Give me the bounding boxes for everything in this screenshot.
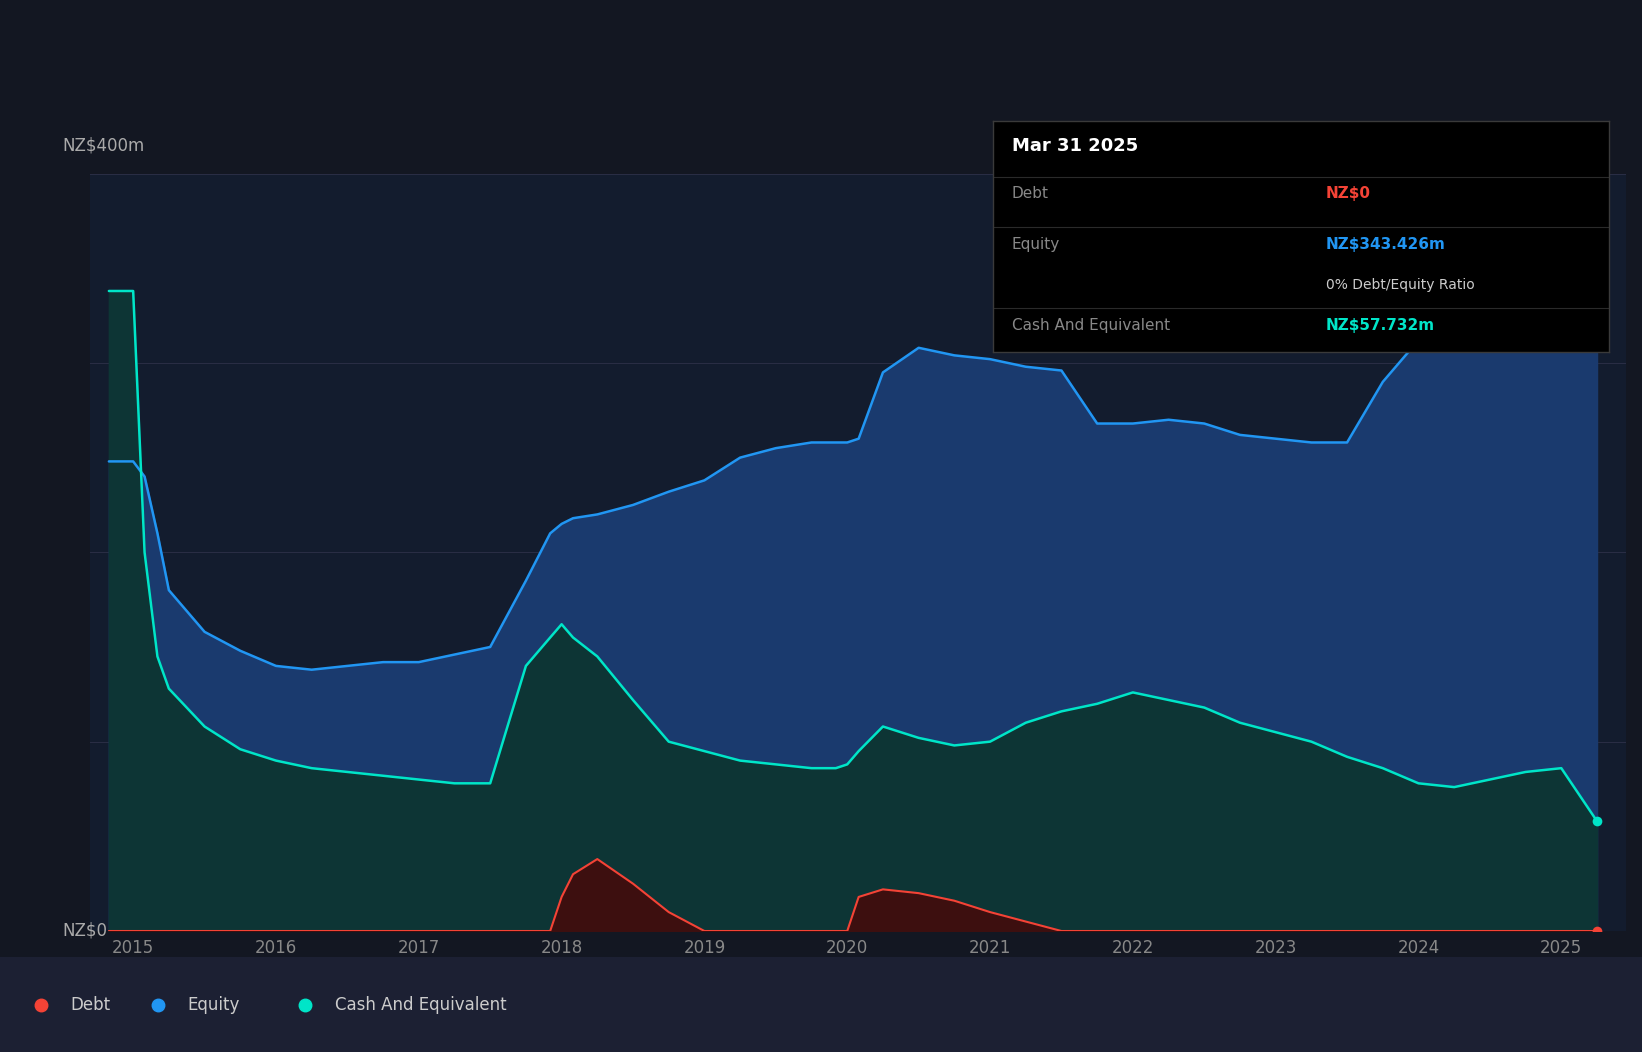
Text: Mar 31 2025: Mar 31 2025: [1011, 137, 1138, 156]
Text: NZ$343.426m: NZ$343.426m: [1325, 237, 1447, 251]
Text: NZ$0: NZ$0: [1325, 186, 1371, 201]
Text: 0% Debt/Equity Ratio: 0% Debt/Equity Ratio: [1325, 279, 1475, 292]
Text: Debt: Debt: [1011, 186, 1049, 201]
Text: NZ$0: NZ$0: [62, 922, 107, 939]
Text: Cash And Equivalent: Cash And Equivalent: [335, 995, 507, 1014]
Text: Equity: Equity: [1011, 237, 1061, 251]
Text: Cash And Equivalent: Cash And Equivalent: [1011, 318, 1171, 332]
Text: NZ$400m: NZ$400m: [62, 137, 144, 155]
Text: Equity: Equity: [187, 995, 240, 1014]
Text: NZ$57.732m: NZ$57.732m: [1325, 318, 1435, 332]
Text: Debt: Debt: [71, 995, 110, 1014]
